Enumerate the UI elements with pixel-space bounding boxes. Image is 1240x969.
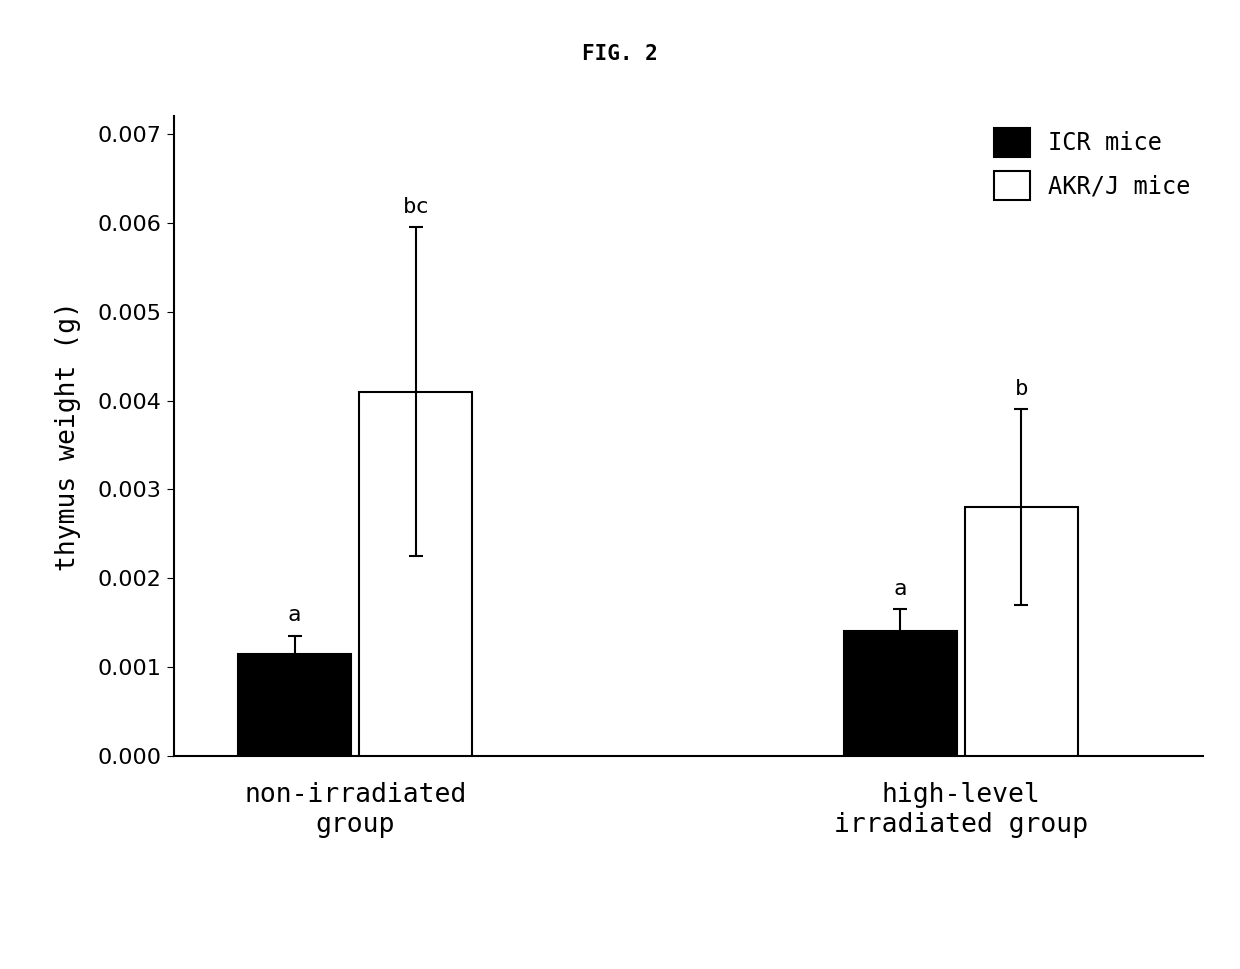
Text: b: b: [1014, 379, 1028, 399]
Y-axis label: thymus weight (g): thymus weight (g): [55, 301, 81, 571]
Bar: [360, 391, 472, 756]
Bar: [843, 632, 956, 756]
Bar: [238, 654, 351, 756]
Text: bc: bc: [403, 197, 429, 217]
Text: FIG. 2: FIG. 2: [582, 44, 658, 64]
Text: a: a: [288, 606, 301, 625]
Bar: [965, 507, 1078, 756]
Legend: ICR mice, AKR/J mice: ICR mice, AKR/J mice: [994, 128, 1190, 200]
Text: a: a: [893, 578, 906, 599]
